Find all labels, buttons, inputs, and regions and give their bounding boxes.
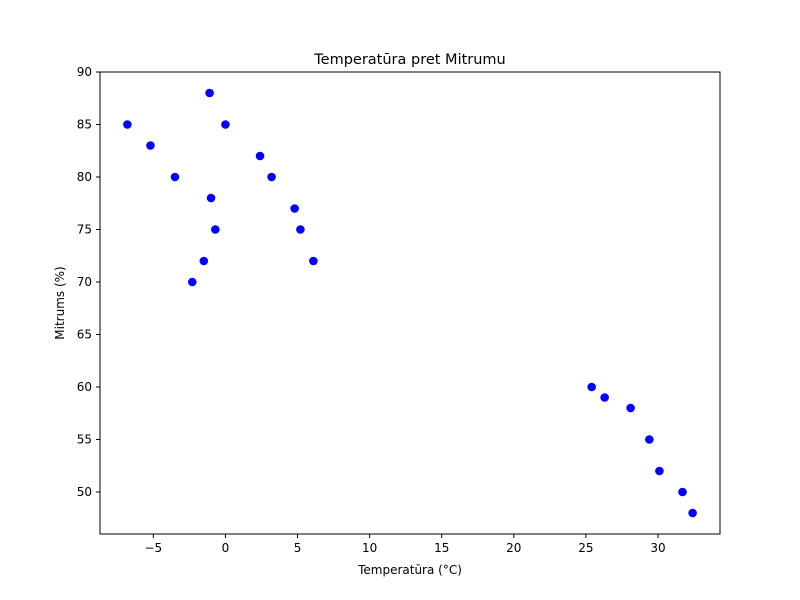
data-point (170, 172, 180, 182)
x-tick-label: 5 (294, 541, 302, 555)
x-axis-label: Temperatūra (°C) (357, 563, 462, 577)
y-tick-label: 80 (77, 170, 92, 184)
data-point (296, 225, 305, 234)
x-tick-label: 0 (222, 541, 230, 555)
y-tick-label: 90 (77, 65, 92, 79)
data-point (309, 256, 318, 266)
y-tick-label: 70 (77, 275, 92, 289)
chart-title: Temperatūra pret Mitrumu (313, 52, 506, 68)
x-tick-label: 10 (362, 541, 377, 555)
y-tick-label: 85 (77, 118, 92, 132)
x-tick-label: 15 (434, 541, 449, 555)
plot-frame (99, 71, 721, 535)
data-point (645, 435, 654, 444)
data-point (267, 172, 276, 182)
data-point (211, 225, 220, 234)
data-points (123, 88, 697, 518)
y-tick-label: 50 (77, 485, 92, 499)
y-tick-label: 75 (77, 223, 92, 237)
x-tick-label: −5 (144, 541, 162, 555)
data-point (205, 88, 214, 98)
data-point (199, 256, 209, 266)
data-point (626, 403, 635, 413)
data-point (600, 393, 609, 402)
data-point (290, 204, 299, 213)
y-axis-ticks: 50 55 60 65 70 75 80 85 90 (77, 65, 100, 499)
data-point (587, 382, 596, 392)
data-point (255, 151, 265, 161)
data-point (688, 508, 697, 518)
data-point (123, 120, 132, 129)
x-tick-label: 25 (578, 541, 593, 555)
y-tick-label: 55 (77, 433, 92, 447)
x-tick-label: 30 (650, 541, 665, 555)
data-point (187, 277, 197, 287)
x-axis-ticks: −5 0 5 10 15 20 25 30 (144, 534, 666, 555)
y-tick-label: 60 (77, 380, 92, 394)
data-point (221, 120, 230, 129)
data-point (146, 141, 155, 150)
data-point (206, 193, 216, 203)
data-point (678, 487, 687, 497)
data-point (655, 466, 664, 476)
y-tick-label: 65 (77, 328, 92, 342)
x-tick-label: 20 (506, 541, 521, 555)
y-axis-label: Mitrums (%) (53, 266, 67, 339)
